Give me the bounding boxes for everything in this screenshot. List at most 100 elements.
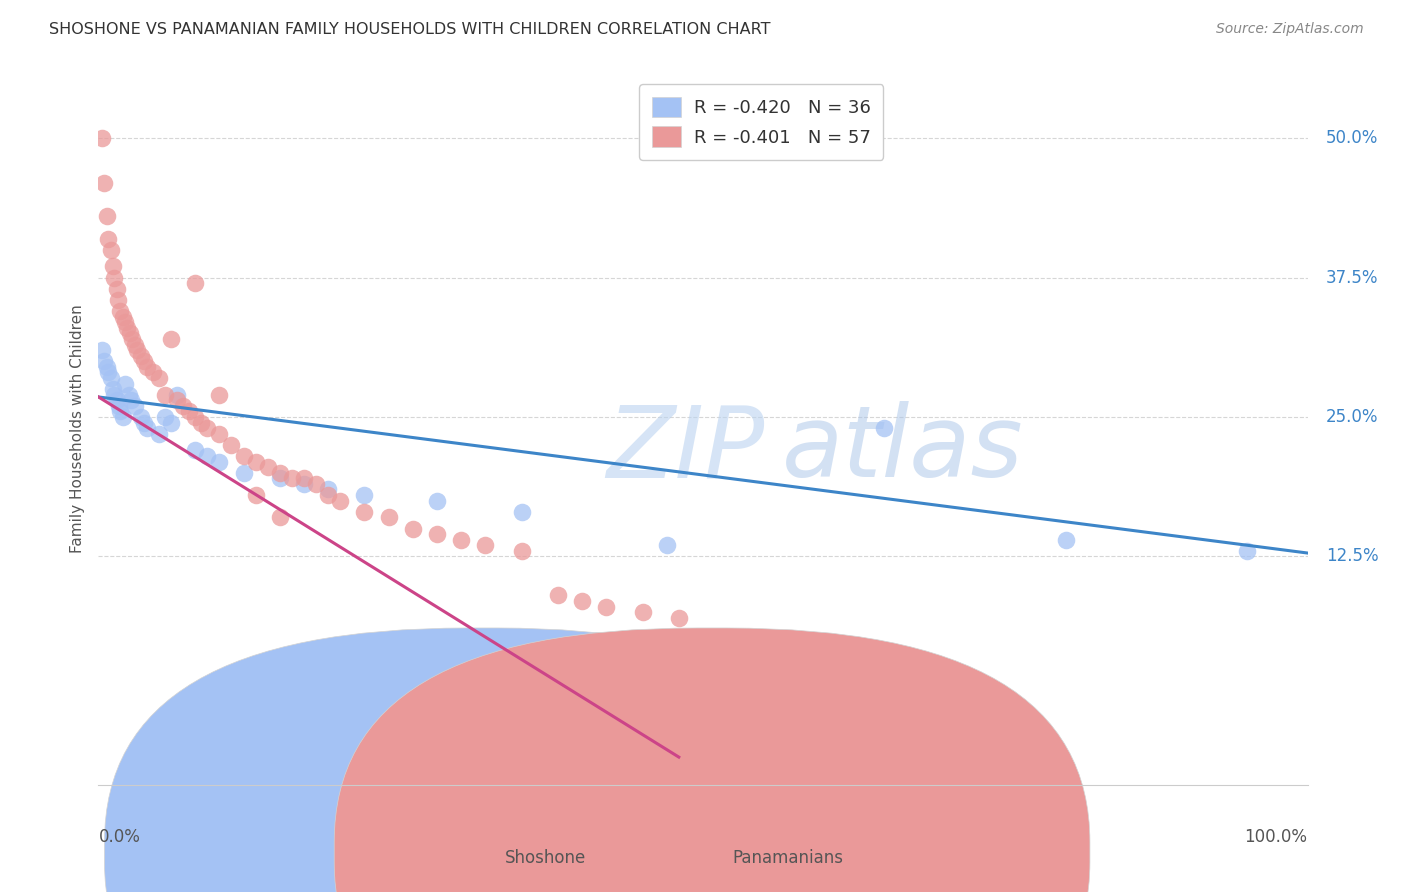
Point <box>353 488 375 502</box>
Point <box>208 387 231 401</box>
Point <box>269 466 291 480</box>
Point <box>426 527 449 541</box>
Point <box>377 510 399 524</box>
Text: Shoshone: Shoshone <box>505 849 586 867</box>
Point <box>148 371 170 385</box>
Point <box>166 393 188 408</box>
Point <box>245 488 267 502</box>
Point <box>100 243 122 257</box>
Point <box>127 343 149 358</box>
Point <box>232 466 254 480</box>
Text: ZIP: ZIP <box>606 401 765 498</box>
Text: 0.0%: 0.0% <box>98 828 141 846</box>
FancyBboxPatch shape <box>335 628 1090 892</box>
Point <box>117 320 139 334</box>
Legend: R = -0.420   N = 36, R = -0.401   N = 57: R = -0.420 N = 36, R = -0.401 N = 57 <box>640 84 883 160</box>
Point <box>208 455 231 469</box>
Text: 37.5%: 37.5% <box>1326 268 1378 286</box>
Point <box>595 599 617 614</box>
Point <box>402 521 425 535</box>
Point <box>101 382 124 396</box>
Point <box>96 209 118 223</box>
Point <box>195 421 218 435</box>
Point <box>107 293 129 307</box>
Point <box>108 399 131 413</box>
Point <box>316 483 339 497</box>
Point <box>120 393 142 408</box>
Point <box>111 410 134 425</box>
Text: 12.5%: 12.5% <box>1326 548 1378 566</box>
Point <box>118 387 141 401</box>
Point <box>547 589 569 603</box>
Point <box>105 393 128 408</box>
Point <box>114 376 136 391</box>
Point <box>232 449 254 463</box>
Point <box>124 399 146 413</box>
Point <box>668 610 690 624</box>
Point <box>101 260 124 274</box>
Point <box>108 304 131 318</box>
Text: 50.0%: 50.0% <box>1326 129 1378 147</box>
Point <box>631 605 654 619</box>
Point <box>135 359 157 374</box>
Point <box>153 410 176 425</box>
Point <box>103 387 125 401</box>
Text: Panamanians: Panamanians <box>733 849 844 867</box>
Point <box>426 493 449 508</box>
Point <box>179 404 201 418</box>
Point <box>353 505 375 519</box>
Point <box>292 476 315 491</box>
Text: atlas: atlas <box>782 401 1024 498</box>
Y-axis label: Family Households with Children: Family Households with Children <box>69 304 84 552</box>
Point <box>510 505 533 519</box>
Point <box>142 366 165 380</box>
Point <box>1236 543 1258 558</box>
Point <box>105 282 128 296</box>
Point <box>195 449 218 463</box>
Point <box>96 359 118 374</box>
Point <box>148 426 170 441</box>
Point <box>571 594 593 608</box>
Point <box>134 416 156 430</box>
Point <box>124 337 146 351</box>
Point <box>91 131 114 145</box>
Point <box>134 354 156 368</box>
Point <box>97 232 120 246</box>
Point <box>873 421 896 435</box>
Point <box>129 349 152 363</box>
Point <box>184 443 207 458</box>
Point <box>1054 533 1077 547</box>
Point <box>153 387 176 401</box>
Point <box>160 332 183 346</box>
Point <box>111 310 134 324</box>
Point <box>118 326 141 341</box>
Text: 25.0%: 25.0% <box>1326 408 1378 426</box>
Point <box>190 416 212 430</box>
Point <box>269 471 291 485</box>
Point <box>316 488 339 502</box>
Point <box>305 476 328 491</box>
Point <box>221 438 243 452</box>
Point <box>269 510 291 524</box>
Point <box>245 455 267 469</box>
Point <box>450 533 472 547</box>
Point <box>93 354 115 368</box>
Text: 100.0%: 100.0% <box>1244 828 1308 846</box>
Point <box>474 538 496 552</box>
Point <box>160 416 183 430</box>
Point <box>135 421 157 435</box>
Point <box>281 471 304 485</box>
Point <box>172 399 194 413</box>
Point <box>121 332 143 346</box>
Point <box>97 366 120 380</box>
Text: SHOSHONE VS PANAMANIAN FAMILY HOUSEHOLDS WITH CHILDREN CORRELATION CHART: SHOSHONE VS PANAMANIAN FAMILY HOUSEHOLDS… <box>49 22 770 37</box>
Point <box>655 538 678 552</box>
Point <box>510 543 533 558</box>
Point <box>91 343 114 358</box>
Point <box>129 410 152 425</box>
Point <box>103 270 125 285</box>
FancyBboxPatch shape <box>104 628 860 892</box>
Point <box>329 493 352 508</box>
Point <box>100 371 122 385</box>
Point <box>93 176 115 190</box>
